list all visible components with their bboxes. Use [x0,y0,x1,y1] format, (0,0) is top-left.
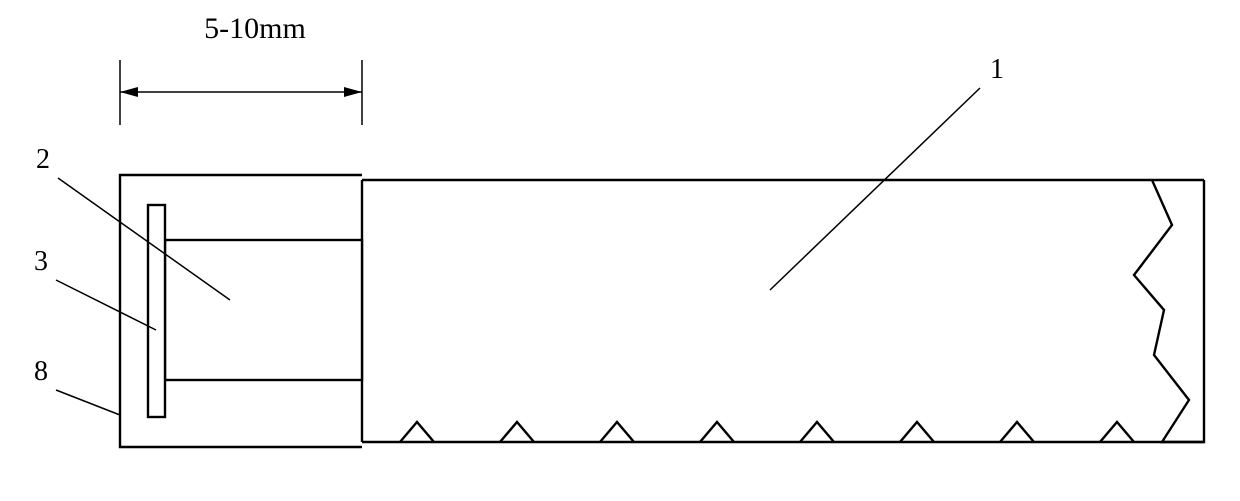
body-tooth [600,422,634,442]
callout-label-2: 2 [36,144,50,175]
body-tooth [700,422,734,442]
body-tooth [1100,422,1134,442]
callout-leader-8 [56,390,120,415]
callout-label-8: 8 [34,356,48,387]
callout-label-1: 1 [990,54,1004,85]
body-tooth [900,422,934,442]
plate [148,205,165,417]
body-tooth [800,422,834,442]
body-tooth [1000,422,1034,442]
body-tooth [400,422,434,442]
dim-text: 5-10mm [204,12,306,45]
body-tooth [500,422,534,442]
dim-arrow-left [120,87,138,97]
callout-label-3: 3 [34,246,48,277]
callout-leader-3 [56,280,156,330]
inner-block [165,240,362,380]
dim-arrow-right [344,87,362,97]
body-break [1134,180,1204,442]
callout-leader-1 [770,88,980,290]
